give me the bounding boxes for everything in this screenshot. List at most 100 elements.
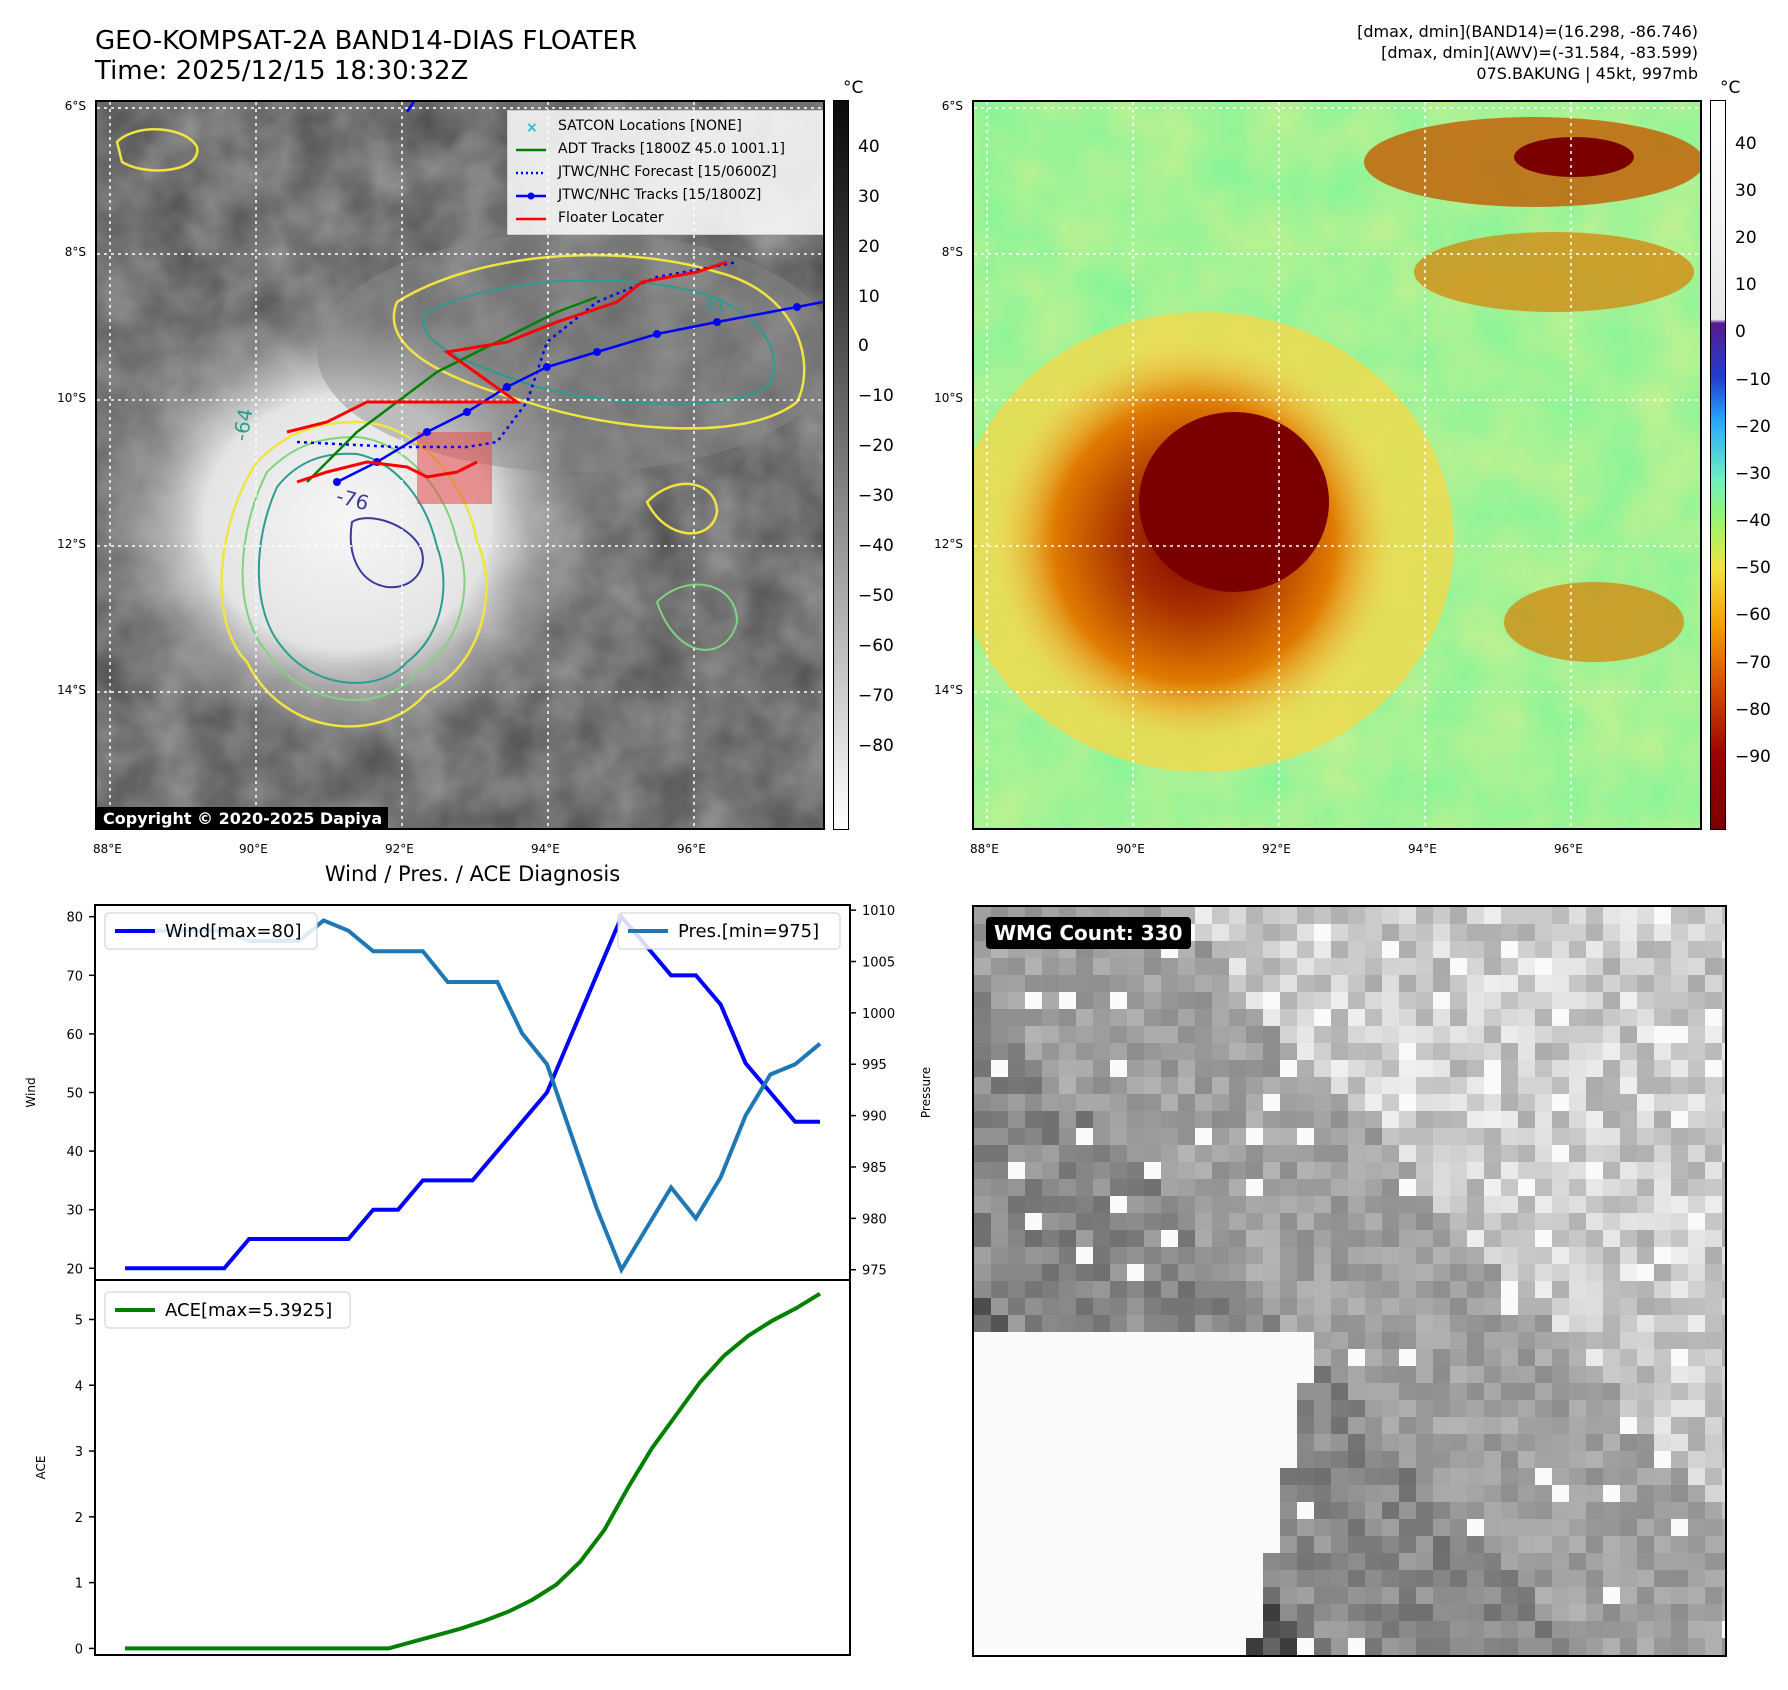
ace-axis-label: ACE [34, 1456, 48, 1480]
ace-frame [94, 1279, 851, 1656]
legend-item: JTWC/NHC Tracks [15/1800Z] [514, 184, 823, 207]
colorbar-tick: −60 [1735, 605, 1771, 626]
pres-tick-label: 1010 [862, 904, 895, 919]
diagnosis-title: Wind / Pres. / ACE Diagnosis [324, 862, 621, 886]
wind-legend-label: Wind[max=80] [165, 921, 302, 942]
pres-tick-label: 975 [862, 1264, 887, 1279]
awv-map-image [974, 102, 1700, 828]
pres-tick-label: 1005 [862, 956, 895, 971]
diagnosis-chart: 2030405060708097598098599099510001005101… [24, 904, 933, 1657]
copyright-label: Copyright © 2020-2025 Dapiya [97, 807, 389, 828]
band14-range: [dmax, dmin](BAND14)=(16.298, -86.746) [1357, 22, 1698, 41]
ace-tick-label: 0 [75, 1642, 83, 1657]
pres-tick-label: 1000 [862, 1007, 895, 1022]
chart-time: Time: 2025/12/15 18:30:32Z [95, 56, 469, 86]
wind-legend-box [104, 912, 318, 950]
lon-label: 92°E [1262, 842, 1291, 856]
pressure-axis-label: Pressure [919, 1067, 933, 1118]
colorbar-tick: −80 [1735, 699, 1771, 720]
lat-label: 10°S [57, 391, 86, 405]
colorbar-tick: 10 [858, 286, 880, 307]
lon-label: 88°E [970, 842, 999, 856]
legend-item: ADT Tracks [1800Z 45.0 1001.1] [514, 138, 823, 161]
pressure-legend-box [617, 912, 841, 950]
ir-lat-axis: 6°S 8°S 10°S 12°S 14°S [57, 99, 90, 830]
chart-title: GEO-KOMPSAT-2A BAND14-DIAS FLOATER [95, 26, 638, 56]
colorbar-tick: −60 [858, 636, 894, 657]
wmg-image [974, 907, 1725, 1655]
awv-colorbar [1710, 100, 1726, 830]
svg-text:-31: -31 [697, 296, 726, 317]
colorbar-tick: 20 [1735, 228, 1757, 249]
pressure-line [125, 918, 822, 1275]
colorbar-tick: −70 [1735, 652, 1771, 673]
wind-tick-label: 20 [66, 1262, 83, 1277]
legend-label: Floater Locater [558, 210, 664, 226]
legend-label: JTWC/NHC Tracks [15/1800Z] [558, 187, 762, 203]
svg-text:×: × [526, 120, 538, 134]
pres-tick-label: 985 [862, 1161, 887, 1176]
lat-label: 10°S [934, 391, 963, 405]
lon-label: 96°E [1554, 842, 1583, 856]
colorbar-tick: 0 [858, 336, 869, 357]
colorbar-tick: 30 [858, 186, 880, 207]
colorbar-tick: −40 [858, 536, 894, 557]
lat-label: 14°S [934, 683, 963, 697]
pres-tick-label: 990 [862, 1110, 887, 1125]
colorbar-tick: −50 [858, 586, 894, 607]
colorbar-tick: 40 [1735, 133, 1757, 154]
wind-tick-label: 80 [66, 911, 83, 926]
legend-label: ADT Tracks [1800Z 45.0 1001.1] [558, 141, 785, 157]
wmg-panel: WMG Count: 330 [972, 905, 1727, 1657]
legend-swatch: × [526, 120, 538, 134]
colorbar-tick: 0 [1735, 322, 1746, 343]
colorbar-tick: 40 [858, 136, 880, 157]
lon-label: 92°E [385, 842, 414, 856]
lon-label: 88°E [93, 842, 122, 856]
lat-label: 12°S [57, 537, 86, 551]
colorbar-tick: −10 [1735, 369, 1771, 390]
legend-item: × SATCON Locations [NONE] [514, 115, 823, 138]
colorbar-tick: −20 [1735, 416, 1771, 437]
wind-line [125, 912, 820, 1271]
wind-tick-label: 60 [66, 1028, 83, 1043]
pres-tick-label: 980 [862, 1212, 887, 1227]
pres-tick-label: 995 [862, 1058, 887, 1073]
colorbar-tick: −50 [1735, 558, 1771, 579]
awv-lon-axis: 88°E 90°E 92°E 94°E 96°E [970, 842, 1702, 862]
legend-swatch [516, 217, 546, 220]
lon-label: 94°E [1408, 842, 1437, 856]
awv-colorbar-unit: °C [1720, 78, 1741, 98]
ace-tick-label: 5 [75, 1313, 83, 1328]
lat-label: 8°S [64, 245, 86, 259]
awv-colorbar-ticks: 40 30 20 10 0 −10 −20 −30 −40 −50 −60 −70 −80 −90 [1733, 100, 1783, 830]
wind-tick-label: 70 [66, 969, 83, 984]
lat-label: 6°S [941, 99, 963, 113]
ace-legend-label: ACE[max=5.3925] [165, 1300, 332, 1321]
lon-label: 90°E [239, 842, 268, 856]
awv-lat-axis: 6°S 8°S 10°S 12°S 14°S [934, 99, 967, 830]
lat-label: 12°S [934, 537, 963, 551]
ace-line [125, 1291, 822, 1651]
ace-legend-box [104, 1291, 351, 1329]
colorbar-tick: 10 [1735, 275, 1757, 296]
wmg-count-label: WMG Count: 330 [986, 917, 1191, 949]
legend-item: Floater Locater [514, 207, 823, 230]
ir-colorbar [833, 100, 849, 830]
wind-tick-label: 40 [66, 1145, 83, 1160]
colorbar-tick: −40 [1735, 511, 1771, 532]
wind-pres-frame [94, 904, 851, 1281]
legend-label: SATCON Locations [NONE] [558, 118, 742, 134]
pressure-legend-label: Pres.[min=975] [678, 921, 819, 942]
lon-label: 96°E [677, 842, 706, 856]
lat-label: 14°S [57, 683, 86, 697]
legend-label: JTWC/NHC Forecast [15/0600Z] [558, 164, 777, 180]
wind-tick-label: 50 [66, 1087, 83, 1102]
svg-text:-64: -64 [228, 407, 257, 443]
colorbar-tick: −10 [858, 386, 894, 407]
ace-tick-label: 1 [75, 1577, 83, 1592]
wind-tick-label: 30 [66, 1204, 83, 1219]
awv-range: [dmax, dmin](AWV)=(-31.584, -83.599) [1381, 43, 1698, 62]
legend-swatch [516, 192, 546, 199]
ir-legend: × SATCON Locations [NONE] ADT Tracks [1800… [507, 110, 823, 235]
